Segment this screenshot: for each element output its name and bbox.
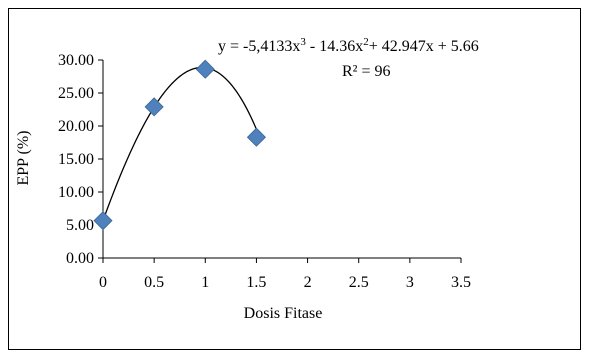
data-point-marker [246,127,266,147]
data-point-marker [144,97,164,117]
data-points [93,59,266,231]
data-point-marker [195,59,215,79]
y-tick-label: 20.00 [58,118,94,135]
y-tick-label: 15.00 [58,151,94,168]
x-tick-labels: 0 0.5 1 1.5 2 2.5 3 3.5 [99,274,471,291]
y-tick-labels: 0.00 5.00 10.00 15.00 20.00 25.00 30.00 [58,52,94,267]
y-axis-title: EPP (%) [15,131,32,186]
y-tick-label: 5.00 [66,217,94,234]
x-tick-label: 0 [99,274,107,291]
x-tick-label: 1.5 [246,274,266,291]
x-tick-label: 1 [201,274,209,291]
axes [98,59,462,263]
trendline [102,66,258,221]
x-tick-label: 3 [406,274,414,291]
y-tick-label: 10.00 [58,184,94,201]
r-squared-label: R² = 96 [342,63,391,80]
x-axis-title: Dosis Fitase [244,305,323,322]
data-point-marker [93,211,113,231]
y-tick-label: 25.00 [58,85,94,102]
trendline-equation: y = -5,4133x3 - 14.36x2+ 42.947x + 5.66 [218,36,479,55]
y-tick-label: 0.00 [66,250,94,267]
x-tick-label: 3.5 [451,274,471,291]
y-tick-label: 30.00 [58,52,94,69]
x-tick-label: 2.5 [349,274,369,291]
x-tick-label: 2 [304,274,312,291]
x-tick-label: 0.5 [144,274,164,291]
